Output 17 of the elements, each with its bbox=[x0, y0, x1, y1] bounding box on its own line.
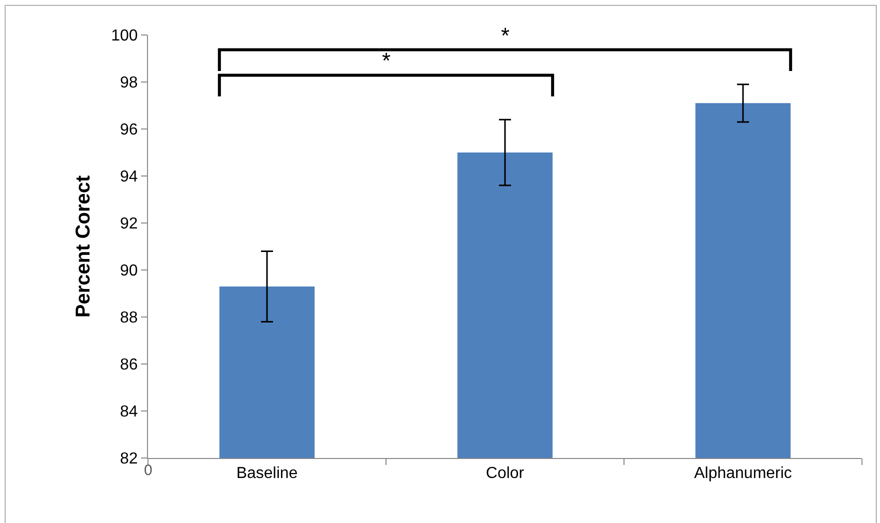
y-tick-label: 86 bbox=[120, 356, 138, 374]
y-axis-title: Percent Corect bbox=[72, 175, 95, 318]
x-tick-label: Alphanumeric bbox=[694, 465, 792, 482]
text: 0 bbox=[144, 462, 152, 479]
y-tick-label: 90 bbox=[120, 262, 138, 280]
annotation: * bbox=[501, 23, 510, 48]
y-tick-label: 96 bbox=[120, 122, 138, 139]
y-tick-label: 94 bbox=[120, 168, 138, 186]
annotation: * bbox=[382, 48, 391, 73]
x-tick-label: Color bbox=[486, 465, 525, 482]
y-tick-label: 92 bbox=[120, 216, 138, 233]
y-tick-label: 100 bbox=[111, 28, 138, 45]
y-tick-label: 82 bbox=[120, 450, 138, 468]
y-tick-label: 98 bbox=[120, 74, 138, 92]
y-tick-label: 88 bbox=[120, 310, 138, 327]
x-tick-label: Baseline bbox=[236, 465, 298, 482]
y-tick-label: 84 bbox=[120, 404, 138, 421]
